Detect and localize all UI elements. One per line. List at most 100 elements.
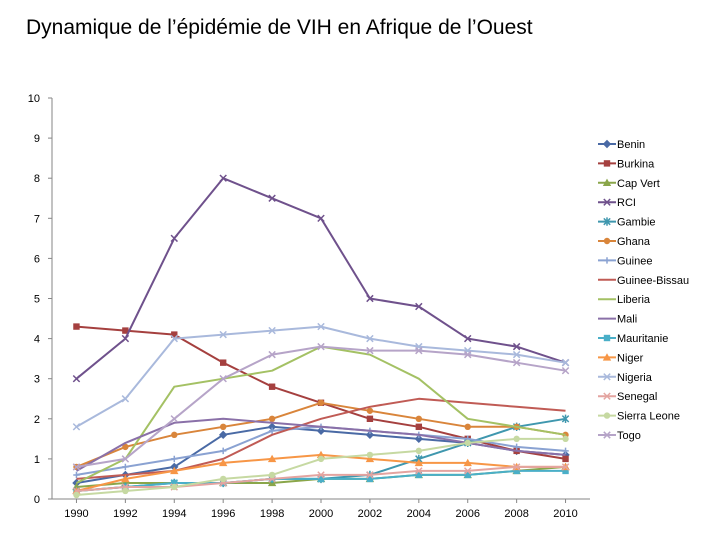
data-point bbox=[561, 358, 570, 367]
legend-label: Togo bbox=[617, 430, 641, 442]
data-point bbox=[512, 463, 521, 471]
data-point bbox=[316, 450, 326, 459]
data-point bbox=[415, 423, 423, 431]
legend-marker bbox=[603, 431, 611, 439]
legend-item: Liberia bbox=[598, 294, 651, 306]
legend-item: Guinee bbox=[598, 255, 652, 267]
data-point bbox=[464, 423, 471, 431]
data-point bbox=[317, 455, 325, 463]
y-tick-label: 4 bbox=[34, 334, 40, 346]
data-point bbox=[170, 334, 179, 343]
data-point bbox=[317, 475, 325, 483]
data-point bbox=[415, 346, 423, 355]
data-point bbox=[170, 466, 179, 475]
data-point bbox=[268, 383, 276, 390]
data-point bbox=[366, 407, 374, 414]
data-point bbox=[268, 194, 276, 202]
chart-title: Dynamique de l’épidémie de VIH en Afriqu… bbox=[26, 16, 533, 39]
y-tick-label: 1 bbox=[34, 454, 40, 466]
legend-item: Gambie bbox=[598, 217, 656, 229]
data-point bbox=[561, 414, 570, 423]
data-point bbox=[122, 443, 129, 451]
data-point bbox=[415, 467, 423, 475]
data-point bbox=[267, 454, 277, 463]
x-tick-label: 1992 bbox=[113, 508, 137, 520]
legend-label: RCI bbox=[617, 197, 636, 209]
data-point bbox=[219, 475, 227, 483]
data-point bbox=[561, 366, 570, 375]
x-tick-label: 2004 bbox=[407, 508, 431, 520]
data-point bbox=[562, 435, 569, 443]
legend-marker bbox=[603, 237, 611, 245]
series-layer bbox=[72, 174, 570, 499]
data-point bbox=[171, 455, 178, 463]
data-point bbox=[512, 350, 521, 359]
series-nigeria bbox=[72, 322, 570, 431]
data-point bbox=[366, 346, 374, 355]
data-point bbox=[72, 423, 81, 431]
data-point bbox=[268, 427, 276, 435]
axes: 0 1 2 3 4 5 6 7 8 9 10 1990 1992 1994 1996 1998 2000 2002… bbox=[28, 93, 590, 520]
data-point bbox=[122, 487, 129, 495]
legend-label: Burkina bbox=[617, 158, 655, 170]
data-point bbox=[366, 334, 374, 343]
series-line bbox=[76, 397, 566, 480]
legend-marker bbox=[603, 334, 611, 342]
data-point bbox=[72, 463, 81, 471]
series-line bbox=[75, 177, 566, 380]
x-tick-label: 2006 bbox=[455, 508, 479, 520]
data-point bbox=[365, 454, 375, 463]
data-point bbox=[366, 471, 374, 479]
x-tick-label: 1994 bbox=[162, 508, 186, 520]
data-point bbox=[317, 322, 325, 331]
legend-marker bbox=[603, 373, 611, 381]
data-point bbox=[73, 471, 80, 479]
legend-label: Mali bbox=[617, 314, 637, 326]
data-point bbox=[171, 479, 178, 487]
legend-item: Cap Vert bbox=[598, 178, 660, 190]
data-point bbox=[316, 426, 326, 436]
data-point bbox=[218, 458, 228, 467]
data-point bbox=[415, 302, 423, 311]
data-point bbox=[121, 395, 130, 403]
legend-marker bbox=[602, 178, 612, 186]
legend-label: Guinee bbox=[617, 255, 652, 267]
data-point bbox=[219, 174, 227, 182]
y-tick-label: 3 bbox=[34, 374, 40, 386]
data-point bbox=[415, 415, 423, 422]
data-point bbox=[268, 471, 276, 479]
data-point bbox=[218, 430, 228, 440]
data-point bbox=[73, 491, 80, 499]
data-point bbox=[562, 447, 569, 455]
data-point bbox=[464, 439, 471, 447]
legend-item: Ghana bbox=[598, 236, 651, 248]
legend-marker bbox=[603, 160, 611, 167]
legend-item: RCI bbox=[598, 197, 636, 209]
legend-label: Nigeria bbox=[617, 372, 653, 384]
y-tick-label: 7 bbox=[34, 213, 40, 225]
legend-item: Senegal bbox=[598, 391, 657, 403]
legend-marker bbox=[603, 392, 611, 400]
legend-label: Cap Vert bbox=[617, 178, 660, 190]
data-point bbox=[122, 327, 129, 334]
data-point bbox=[170, 415, 179, 423]
legend-label: Niger bbox=[617, 352, 644, 364]
legend-marker bbox=[602, 139, 612, 149]
legend-item: Burkina bbox=[598, 158, 655, 170]
y-tick-label: 0 bbox=[34, 494, 40, 506]
data-point bbox=[366, 415, 374, 422]
legend-item: Togo bbox=[598, 430, 641, 442]
data-point bbox=[267, 422, 277, 432]
data-point bbox=[268, 350, 276, 359]
data-point bbox=[219, 423, 227, 431]
data-point bbox=[219, 330, 227, 339]
data-point bbox=[121, 334, 130, 343]
data-point bbox=[513, 467, 520, 475]
x-tick-label: 2002 bbox=[358, 508, 382, 520]
y-tick-label: 10 bbox=[28, 93, 40, 105]
data-point bbox=[414, 458, 424, 467]
series-ghana bbox=[73, 399, 569, 471]
data-point bbox=[317, 399, 325, 406]
legend-item: Mali bbox=[598, 314, 637, 326]
